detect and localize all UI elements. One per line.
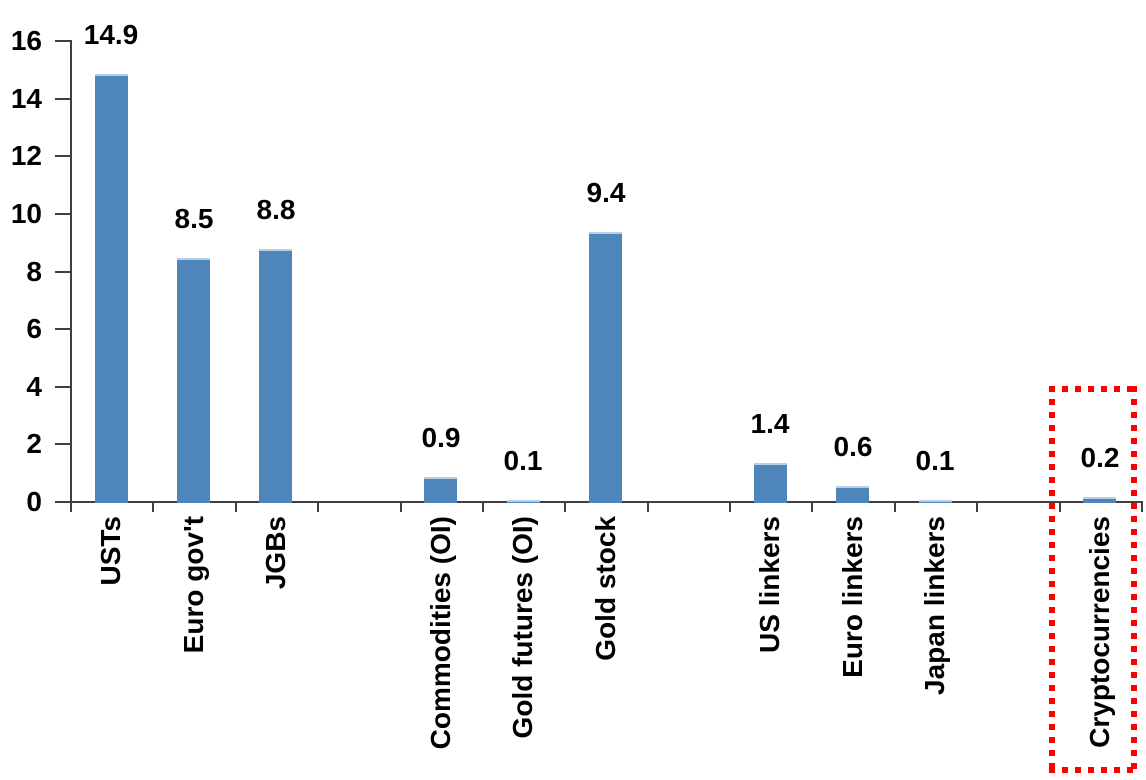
bar-japan-linkers bbox=[919, 500, 952, 503]
y-tick-label: 0 bbox=[26, 486, 42, 517]
y-tick-label: 4 bbox=[26, 371, 42, 402]
y-tick-label: 12 bbox=[10, 140, 42, 171]
x-axis-tick bbox=[70, 503, 72, 512]
y-axis-line bbox=[70, 40, 72, 503]
value-label-jgbs: 8.8 bbox=[256, 194, 296, 225]
category-label-jgbs: JGBs bbox=[260, 516, 291, 590]
x-axis-tick bbox=[976, 503, 978, 512]
category-label-euro-gov-t: Euro gov't bbox=[178, 516, 209, 654]
x-axis-tick bbox=[564, 503, 566, 512]
category-label-commodities-oi: Commodities (OI) bbox=[425, 516, 456, 750]
y-axis-tick bbox=[55, 501, 70, 503]
highlight-dotted-box bbox=[1049, 386, 1137, 773]
value-label-us-linkers: 1.4 bbox=[750, 408, 790, 439]
y-axis-tick bbox=[55, 443, 70, 445]
x-axis-tick bbox=[811, 503, 813, 512]
bar-usts bbox=[95, 74, 128, 503]
y-axis-tick bbox=[55, 328, 70, 330]
value-label-euro-linkers: 0.6 bbox=[833, 431, 873, 462]
y-tick-label: 6 bbox=[26, 313, 42, 344]
y-axis-tick bbox=[55, 386, 70, 388]
value-label-commodities-oi: 0.9 bbox=[421, 422, 461, 453]
x-axis-tick bbox=[1141, 503, 1143, 512]
category-label-euro-linkers: Euro linkers bbox=[837, 516, 868, 678]
bar-jgbs bbox=[259, 249, 292, 503]
y-axis-tick bbox=[55, 98, 70, 100]
x-axis-tick bbox=[235, 503, 237, 512]
category-label-japan-linkers: Japan linkers bbox=[919, 516, 950, 695]
y-tick-label: 2 bbox=[26, 428, 42, 459]
category-label-gold-futures-oi: Gold futures (OI) bbox=[507, 516, 538, 739]
bar-euro-linkers bbox=[836, 486, 869, 503]
value-label-gold-stock: 9.4 bbox=[586, 177, 626, 208]
y-tick-label: 10 bbox=[10, 198, 42, 229]
y-tick-label: 16 bbox=[10, 25, 42, 56]
bar-us-linkers bbox=[754, 463, 787, 503]
x-axis-tick bbox=[152, 503, 154, 512]
value-label-japan-linkers: 0.1 bbox=[915, 445, 955, 476]
category-label-gold-stock: Gold stock bbox=[590, 516, 621, 661]
y-axis-tick bbox=[55, 271, 70, 273]
x-axis-tick bbox=[317, 503, 319, 512]
y-axis-tick bbox=[55, 40, 70, 42]
value-label-usts: 14.9 bbox=[83, 19, 139, 50]
y-tick-label: 14 bbox=[10, 83, 42, 114]
value-label-euro-gov-t: 8.5 bbox=[174, 203, 214, 234]
x-axis-tick bbox=[894, 503, 896, 512]
y-tick-label: 8 bbox=[26, 256, 42, 287]
x-axis-tick bbox=[400, 503, 402, 512]
x-axis-tick bbox=[482, 503, 484, 512]
bar-gold-futures-oi bbox=[507, 500, 540, 503]
bar-euro-gov-t bbox=[177, 258, 210, 503]
value-label-gold-futures-oi: 0.1 bbox=[503, 445, 543, 476]
category-label-usts: USTs bbox=[95, 516, 126, 586]
bar-commodities-oi bbox=[424, 477, 457, 503]
x-axis-tick bbox=[647, 503, 649, 512]
x-axis-tick bbox=[729, 503, 731, 512]
bar-gold-stock bbox=[589, 232, 622, 503]
category-label-us-linkers: US linkers bbox=[754, 516, 785, 653]
y-axis-tick bbox=[55, 155, 70, 157]
y-axis-tick bbox=[55, 213, 70, 215]
